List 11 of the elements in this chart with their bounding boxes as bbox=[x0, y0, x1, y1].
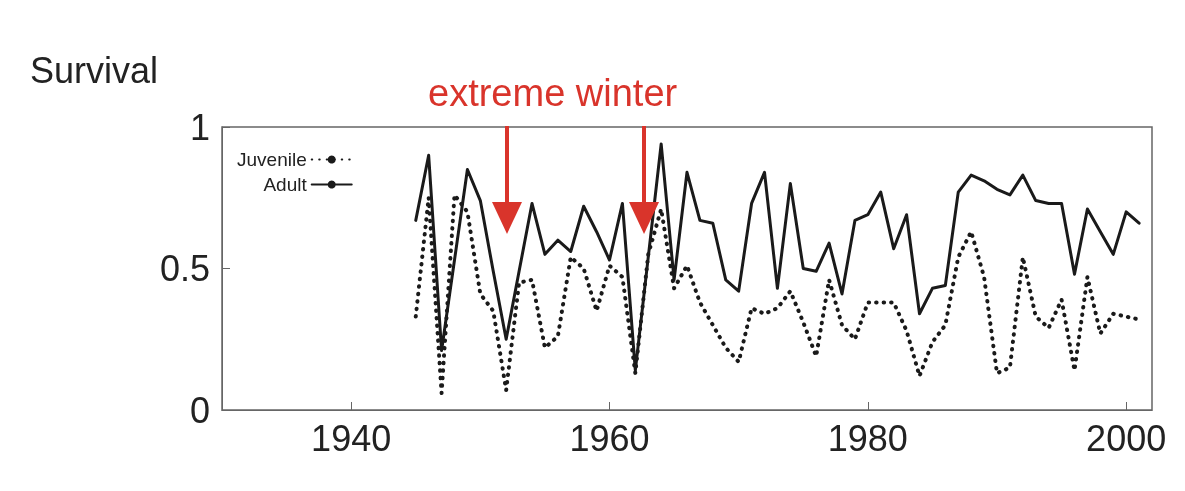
text: extreme winter bbox=[428, 72, 678, 114]
legend-label: Juvenile bbox=[236, 149, 307, 170]
y-tick-label: 1 bbox=[189, 106, 210, 148]
x-tick-label: 1940 bbox=[311, 417, 392, 459]
x-tick-label: 1960 bbox=[569, 417, 650, 459]
x-tick-label: 1980 bbox=[827, 417, 908, 459]
legend-label: Adult bbox=[263, 174, 308, 195]
y-tick-label: 0 bbox=[189, 389, 210, 431]
x-tick-label: 2000 bbox=[1086, 417, 1167, 459]
y-axis-title: Survival bbox=[30, 49, 159, 91]
y-tick-label: 0.5 bbox=[159, 248, 210, 289]
